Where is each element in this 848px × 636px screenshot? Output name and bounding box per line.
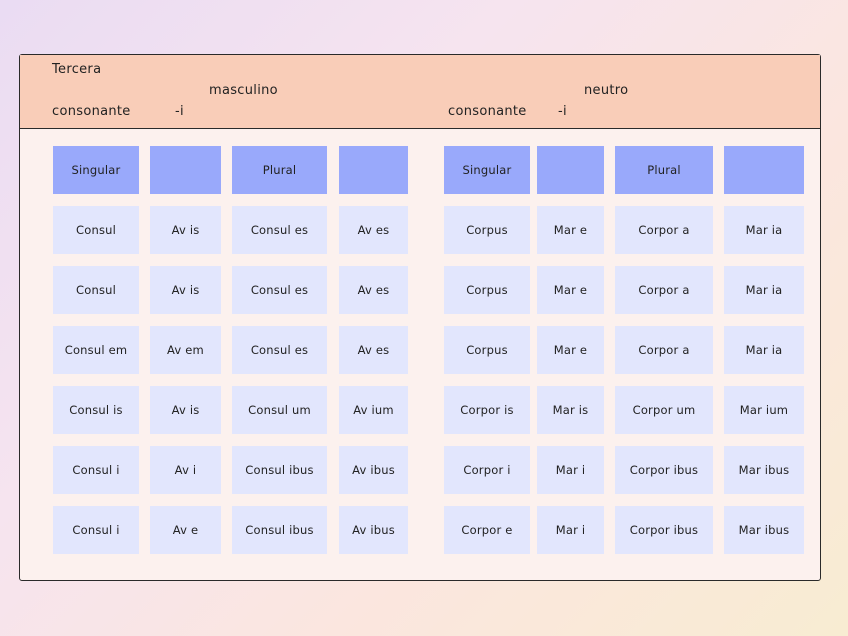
neuter-header-cell: Singular	[444, 146, 530, 194]
neuter-form-cell: Mar e	[537, 206, 604, 254]
masculine-form-cell: Consul i	[53, 506, 139, 554]
neuter-form-cell: Corpor a	[615, 326, 713, 374]
neuter-title: neutro	[584, 83, 629, 98]
masculine-form-cell: Consul ibus	[232, 446, 327, 494]
masculine-header-cell: Plural	[232, 146, 327, 194]
neuter-header-cell	[724, 146, 804, 194]
neuter-form-cell: Mar e	[537, 266, 604, 314]
neuter-form-cell: Corpus	[444, 206, 530, 254]
neuter-form-cell: Corpor ibus	[615, 446, 713, 494]
neuter-form-cell: Mar ia	[724, 206, 804, 254]
neuter-form-cell: Mar ia	[724, 326, 804, 374]
masculine-form-cell: Av em	[150, 326, 221, 374]
masculine-form-cell: Av es	[339, 326, 408, 374]
masculine-header-cell: Singular	[53, 146, 139, 194]
masculine-form-cell: Consul i	[53, 446, 139, 494]
neuter-form-cell: Corpor e	[444, 506, 530, 554]
i-stem-label-masc: -i	[175, 104, 184, 119]
masculine-form-cell: Av ibus	[339, 446, 408, 494]
masculine-form-cell: Av ibus	[339, 506, 408, 554]
masculine-form-cell: Consul	[53, 266, 139, 314]
masculine-form-cell: Consul is	[53, 386, 139, 434]
neuter-form-cell: Corpus	[444, 326, 530, 374]
declension-card: Tercera consonante -i masculino neutro c…	[19, 54, 821, 581]
masculine-form-cell: Consul	[53, 206, 139, 254]
masculine-form-cell: Consul es	[232, 206, 327, 254]
masculine-form-cell: Av i	[150, 446, 221, 494]
i-stem-label-neut: -i	[558, 104, 567, 119]
masculine-form-cell: Consul ibus	[232, 506, 327, 554]
neuter-form-cell: Mar ibus	[724, 506, 804, 554]
neuter-form-cell: Corpor ibus	[615, 506, 713, 554]
consonant-label-neut: consonante	[448, 104, 527, 119]
masculine-form-cell: Consul um	[232, 386, 327, 434]
neuter-form-cell: Corpor a	[615, 266, 713, 314]
masculine-form-cell: Av es	[339, 206, 408, 254]
masculine-header-cell	[339, 146, 408, 194]
card-header: Tercera consonante -i masculino neutro c…	[20, 55, 820, 129]
neuter-form-cell: Mar e	[537, 326, 604, 374]
masculine-form-cell: Av is	[150, 386, 221, 434]
neuter-form-cell: Corpor um	[615, 386, 713, 434]
masculine-form-cell: Av is	[150, 266, 221, 314]
neuter-form-cell: Corpor i	[444, 446, 530, 494]
masculine-form-cell: Consul es	[232, 266, 327, 314]
neuter-form-cell: Mar i	[537, 506, 604, 554]
consonant-label-masc: consonante	[52, 104, 131, 119]
neuter-form-cell: Mar ium	[724, 386, 804, 434]
neuter-form-cell: Corpor is	[444, 386, 530, 434]
neuter-form-cell: Mar is	[537, 386, 604, 434]
neuter-form-cell: Mar ia	[724, 266, 804, 314]
masculine-form-cell: Consul em	[53, 326, 139, 374]
neuter-form-cell: Mar ibus	[724, 446, 804, 494]
neuter-header-cell: Plural	[615, 146, 713, 194]
masculine-form-cell: Av es	[339, 266, 408, 314]
neuter-form-cell: Mar i	[537, 446, 604, 494]
masculine-form-cell: Av is	[150, 206, 221, 254]
masculine-header-cell	[150, 146, 221, 194]
masculine-title: masculino	[209, 83, 278, 98]
masculine-form-cell: Av ium	[339, 386, 408, 434]
neuter-form-cell: Corpor a	[615, 206, 713, 254]
masculine-form-cell: Av e	[150, 506, 221, 554]
neuter-header-cell	[537, 146, 604, 194]
neuter-form-cell: Corpus	[444, 266, 530, 314]
masculine-form-cell: Consul es	[232, 326, 327, 374]
declension-title: Tercera	[52, 62, 102, 77]
